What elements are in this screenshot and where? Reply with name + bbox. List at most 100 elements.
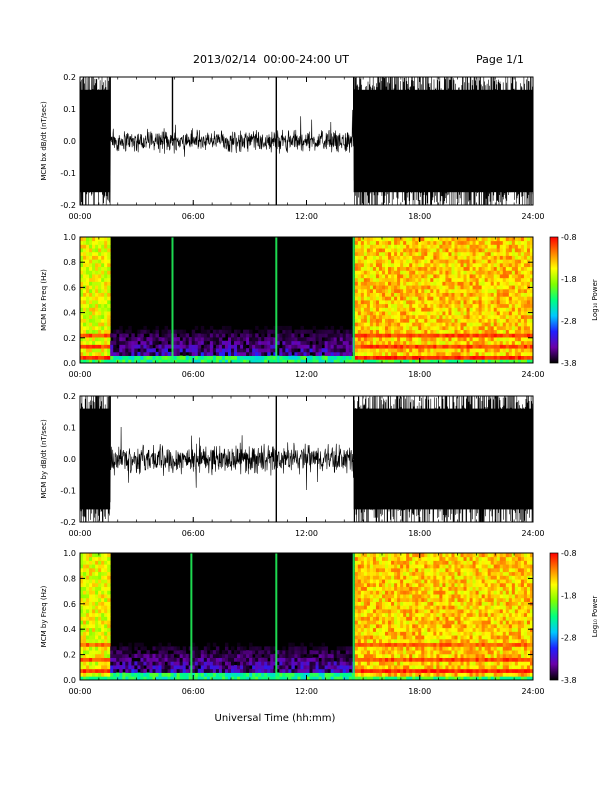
heatmap-cell [83, 668, 87, 673]
heatmap-cell [499, 351, 504, 356]
heatmap-cell [448, 314, 452, 319]
heatmap-cell [92, 351, 96, 356]
heatmap-cell [472, 329, 477, 334]
heatmap-cell [224, 661, 229, 666]
heatmap-cell [348, 344, 353, 349]
heatmap-cell [499, 292, 504, 297]
heatmap-cell [89, 582, 93, 588]
heatmap-cell [324, 653, 329, 658]
heatmap-cell [203, 337, 208, 342]
heatmap-cell [445, 318, 449, 323]
heatmap-cell [430, 296, 434, 301]
heatmap-cell [484, 240, 489, 245]
heatmap-cell [95, 571, 99, 576]
heatmap-cell [369, 325, 374, 331]
heatmap-cell [388, 307, 392, 312]
heatmap-cell [92, 556, 96, 561]
heatmap-cell [442, 274, 446, 279]
heatmap-cell [448, 292, 452, 297]
heatmap-cell [98, 274, 102, 279]
heatmap-cell [412, 255, 416, 260]
heatmap-cell [209, 650, 214, 655]
heatmap-cell [427, 270, 431, 275]
heatmap-cell [161, 359, 165, 364]
heatmap-cell [517, 351, 522, 356]
heatmap-cell [179, 653, 184, 658]
heatmap-cell [454, 281, 458, 286]
heatmap-cell [95, 274, 99, 279]
heatmap-cell [243, 333, 247, 338]
heatmap-cell [95, 635, 99, 640]
heatmap-cell [122, 661, 126, 666]
heatmap-cell [176, 355, 181, 360]
heatmap-cell [215, 355, 220, 360]
heatmap-cell [369, 620, 374, 625]
heatmap-cell [412, 266, 416, 271]
heatmap-cell [372, 329, 377, 334]
heatmap-cell [397, 620, 401, 625]
heatmap-cell [409, 575, 413, 580]
heatmap-cell [366, 244, 371, 249]
heatmap-cell [95, 556, 99, 561]
heatmap-cell [212, 340, 217, 345]
heatmap-cell [391, 556, 395, 561]
heatmap-cell [397, 355, 401, 360]
heatmap-cell [505, 251, 510, 256]
heatmap-cell [439, 337, 443, 342]
heatmap-cell [107, 553, 111, 558]
heatmap-cell [481, 237, 486, 242]
heatmap-cell [107, 237, 111, 242]
heatmap-cell [119, 351, 123, 356]
heatmap-cell [107, 359, 111, 364]
heatmap-cell [318, 650, 322, 655]
heatmap-cell [409, 292, 413, 297]
heatmap-cell [291, 672, 295, 677]
heatmap-cell [357, 605, 362, 610]
heatmap-cell [104, 657, 108, 662]
heatmap-cell [487, 344, 492, 349]
heatmap-cell [403, 672, 407, 677]
heatmap-cell [517, 296, 522, 301]
heatmap-cell [86, 262, 90, 268]
heatmap-cell [529, 322, 534, 327]
heatmap-cell [382, 609, 386, 614]
heatmap-cell [436, 270, 440, 275]
heatmap-cell [363, 340, 368, 345]
heatmap-cell [505, 351, 510, 356]
heatmap-cell [246, 355, 250, 360]
heatmap-cell [388, 285, 392, 290]
heatmap-cell [499, 314, 504, 319]
heatmap-cell [92, 277, 96, 282]
heatmap-cell [363, 244, 368, 249]
heatmap-cell [427, 266, 431, 271]
heatmap-cell [445, 300, 449, 305]
heatmap-cell [424, 262, 428, 268]
heatmap-cell [209, 665, 214, 670]
heatmap-cell [430, 262, 434, 268]
heatmap-cell [318, 653, 322, 658]
heatmap-cell [80, 270, 84, 275]
heatmap-cell [457, 251, 461, 256]
heatmap-cell [161, 337, 165, 342]
heatmap-cell [463, 285, 467, 290]
heatmap-cell [526, 322, 531, 327]
heatmap-cell [306, 672, 310, 677]
heatmap-cell [194, 355, 199, 360]
heatmap-cell [86, 668, 90, 673]
heatmap-cell [375, 303, 380, 308]
heatmap-cell [357, 609, 362, 614]
heatmap-cell [363, 307, 368, 312]
heatmap-cell [261, 348, 265, 353]
heatmap-cell [92, 597, 96, 602]
heatmap-cell [406, 248, 410, 253]
heatmap-cell [385, 638, 389, 644]
heatmap-cell [372, 620, 377, 625]
heatmap-cell [412, 318, 416, 323]
x-tick-label: 18:00 [408, 212, 431, 221]
heatmap-cell [203, 650, 208, 655]
heatmap-cell [481, 262, 486, 268]
heatmap-cell [149, 340, 153, 345]
heatmap-cell [125, 650, 129, 655]
heatmap-cell [436, 292, 440, 297]
heatmap-cell [288, 344, 292, 349]
